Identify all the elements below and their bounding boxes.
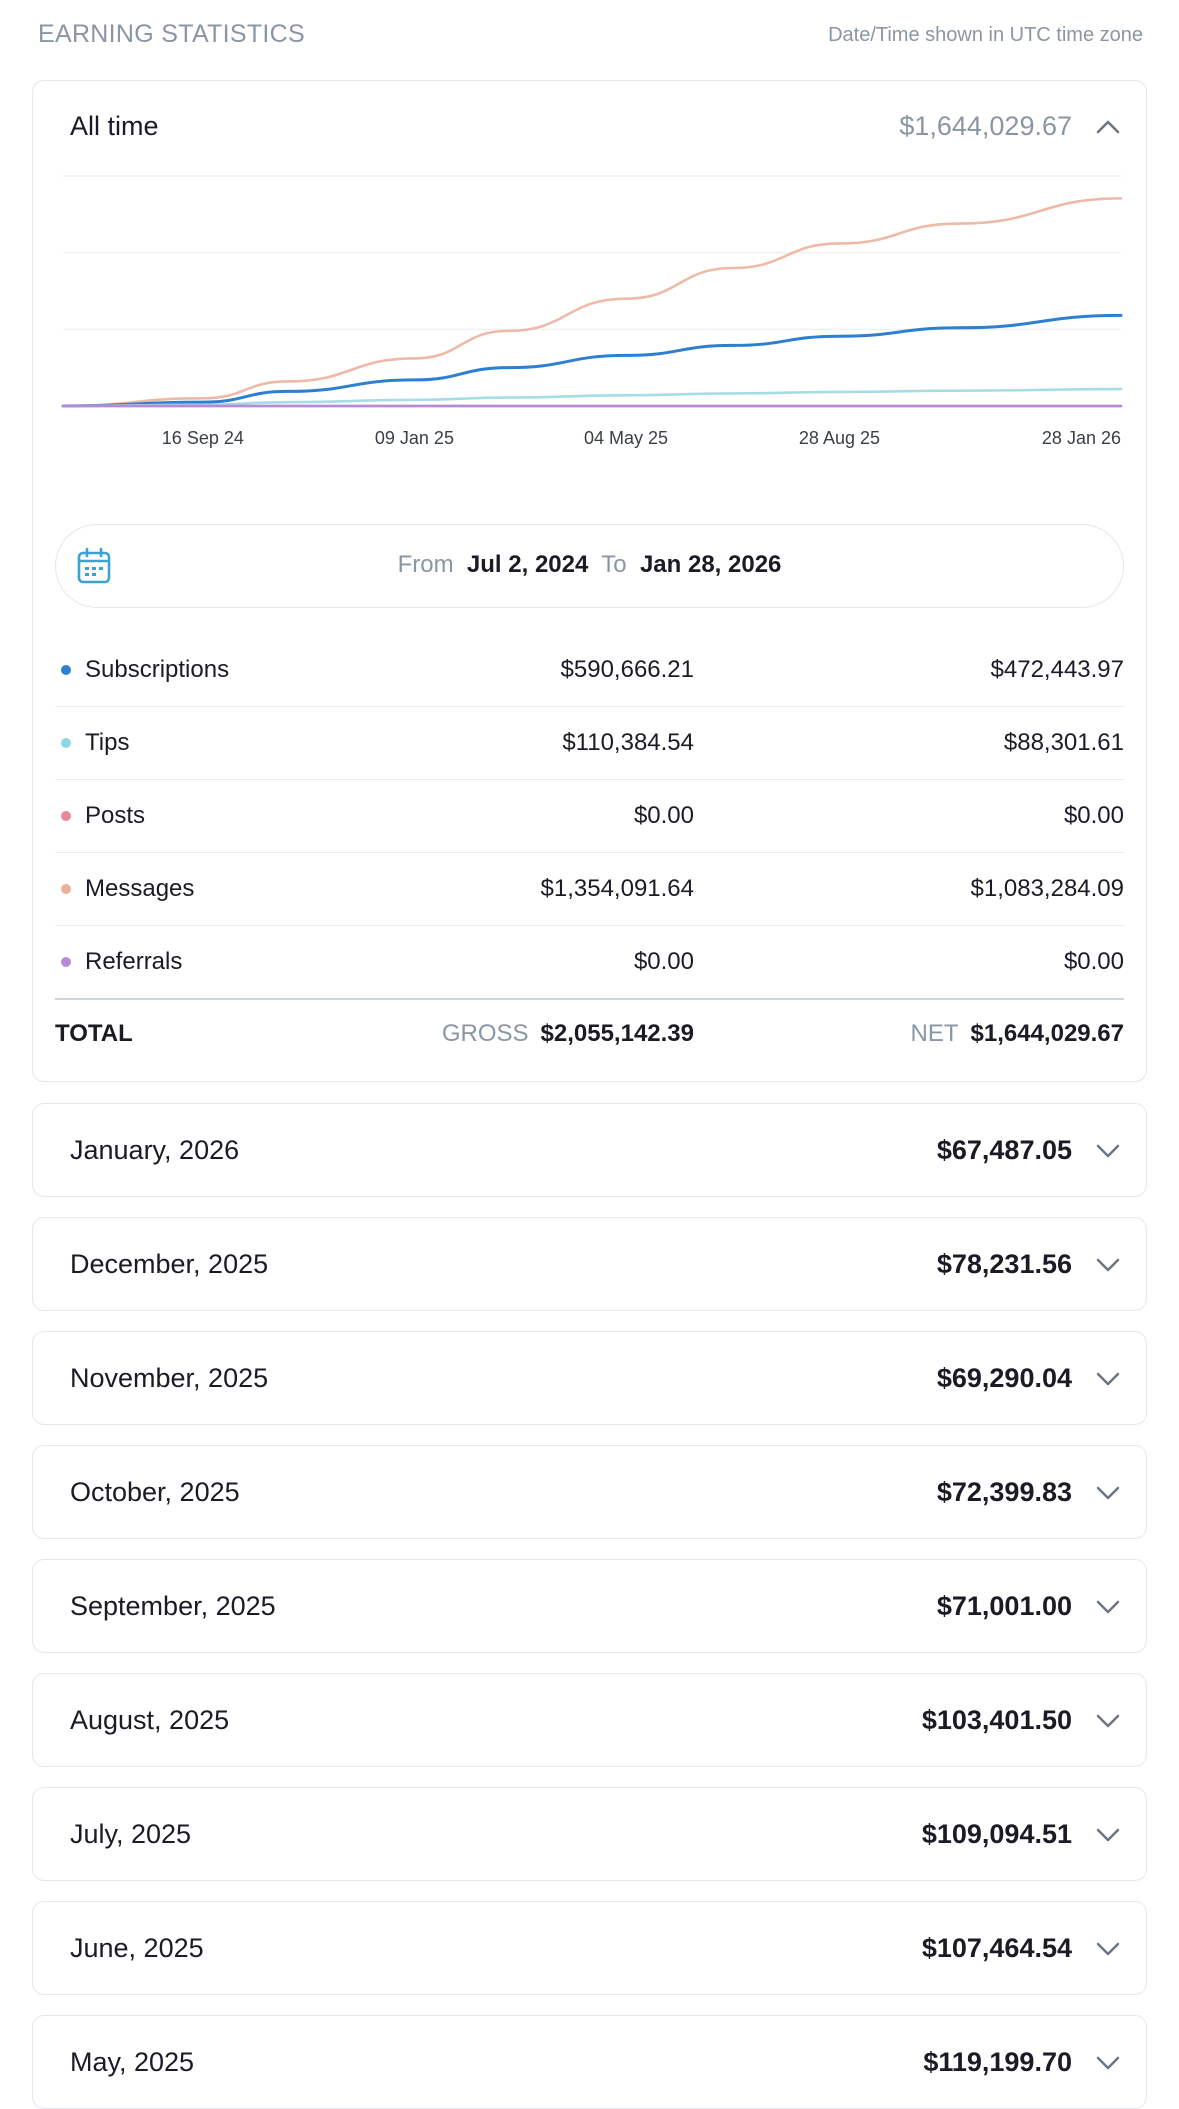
legend-dot [61, 665, 71, 675]
month-card[interactable]: October, 2025 $72,399.83 [32, 1445, 1147, 1539]
row-name: Subscriptions [85, 656, 230, 683]
earnings-breakdown: Subscriptions $590,666.21 $472,443.97 Ti… [55, 634, 1124, 1000]
chevron-up-icon[interactable] [1092, 111, 1124, 143]
breakdown-row-posts: Posts $0.00 $0.00 [55, 780, 1124, 853]
date-range-picker[interactable]: From Jul 2, 2024 To Jan 28, 2026 [55, 524, 1124, 608]
chevron-down-icon[interactable] [1092, 1249, 1124, 1281]
row-gross: $1,354,091.64 [540, 875, 694, 902]
x-tick-label: 28 Aug 25 [799, 428, 880, 448]
from-date[interactable]: Jul 2, 2024 [466, 551, 589, 578]
date-range-text: From Jul 2, 2024 To Jan 28, 2026 [56, 551, 1123, 579]
total-row: TOTAL GROSS $2,055,142.39 NET $1,644,029.6… [55, 1004, 1124, 1064]
chevron-down-icon[interactable] [1092, 1135, 1124, 1167]
month-card[interactable]: July, 2025 $109,094.51 [32, 1787, 1147, 1881]
to-label: To [601, 551, 627, 578]
calendar-icon [77, 547, 111, 584]
net-label: NET [910, 1020, 959, 1047]
month-amount: $78,231.56 [936, 1249, 1072, 1279]
month-card[interactable]: December, 2025 $78,231.56 [32, 1217, 1147, 1311]
series-line-subscriptions [61, 313, 1123, 408]
row-name: Messages [85, 875, 195, 902]
month-amount: $119,199.70 [923, 2047, 1072, 2077]
month-label: July, 2025 [70, 1819, 192, 1849]
breakdown-row-tips: Tips $110,384.54 $88,301.61 [55, 707, 1124, 780]
legend-dot [61, 811, 71, 821]
row-gross: $0.00 [633, 948, 694, 975]
net-value: $1,644,029.67 [970, 1020, 1124, 1047]
gross-label: GROSS [441, 1020, 529, 1047]
month-card[interactable]: June, 2025 $107,464.54 [32, 1901, 1147, 1995]
from-label: From [397, 551, 454, 578]
row-net: $0.00 [1063, 948, 1124, 975]
breakdown-row-messages: Messages $1,354,091.64 $1,083,284.09 [55, 853, 1124, 926]
month-amount: $69,290.04 [936, 1363, 1072, 1393]
month-label: June, 2025 [70, 1933, 204, 1963]
month-label: December, 2025 [70, 1249, 269, 1279]
row-name: Tips [85, 729, 130, 756]
month-amount: $72,399.83 [936, 1477, 1072, 1507]
series-line-messages [61, 197, 1123, 408]
total-gross: GROSS $2,055,142.39 [442, 1020, 694, 1048]
legend-dot [61, 884, 71, 894]
month-amount: $109,094.51 [921, 1819, 1072, 1849]
all-time-amount: $1,644,029.67 [899, 111, 1072, 141]
month-amount: $67,487.05 [936, 1135, 1072, 1165]
x-tick-label: 28 Jan 26 [1042, 428, 1121, 448]
chevron-down-icon[interactable] [1092, 1819, 1124, 1851]
row-net: $88,301.61 [1003, 729, 1124, 756]
x-tick-label: 09 Jan 25 [375, 428, 454, 448]
x-tick-label: 04 May 25 [584, 428, 668, 448]
gross-value: $2,055,142.39 [540, 1020, 694, 1047]
month-card[interactable]: August, 2025 $103,401.50 [32, 1673, 1147, 1767]
row-net: $472,443.97 [990, 656, 1124, 683]
chevron-down-icon[interactable] [1092, 1477, 1124, 1509]
breakdown-row-subscriptions: Subscriptions $590,666.21 $472,443.97 [55, 634, 1124, 707]
x-tick-label: 16 Sep 24 [162, 428, 244, 448]
chevron-down-icon[interactable] [1092, 1933, 1124, 1965]
row-gross: $110,384.54 [562, 729, 694, 756]
earnings-chart: 16 Sep 24 09 Jan 25 04 May 25 28 Aug 25 28 J… [61, 175, 1123, 448]
chevron-down-icon[interactable] [1092, 2047, 1124, 2079]
row-gross: $0.00 [633, 802, 694, 829]
month-label: October, 2025 [70, 1477, 240, 1507]
row-gross: $590,666.21 [560, 656, 694, 683]
month-card[interactable]: May, 2025 $119,199.70 [32, 2015, 1147, 2109]
series-line-tips [61, 387, 1123, 408]
legend-dot [61, 738, 71, 748]
month-label: May, 2025 [70, 2047, 195, 2077]
chevron-down-icon[interactable] [1092, 1705, 1124, 1737]
to-date[interactable]: Jan 28, 2026 [639, 551, 782, 578]
legend-dot [61, 957, 71, 967]
month-card[interactable]: September, 2025 $71,001.00 [32, 1559, 1147, 1653]
chevron-down-icon[interactable] [1092, 1363, 1124, 1395]
row-net: $0.00 [1063, 802, 1124, 829]
breakdown-row-referrals: Referrals $0.00 $0.00 [55, 926, 1124, 1000]
month-amount: $71,001.00 [936, 1591, 1072, 1621]
page-title: EARNING STATISTICS [38, 20, 305, 48]
page-header: EARNING STATISTICS Date/Time shown in UT… [38, 18, 1143, 54]
total-label: TOTAL [55, 1020, 133, 1047]
month-label: August, 2025 [70, 1705, 230, 1735]
month-label: November, 2025 [70, 1363, 269, 1393]
month-label: September, 2025 [70, 1591, 276, 1621]
row-name: Posts [85, 802, 146, 829]
month-amount: $107,464.54 [921, 1933, 1072, 1963]
month-card[interactable]: January, 2026 $67,487.05 [32, 1103, 1147, 1197]
total-net: NET $1,644,029.67 [911, 1020, 1124, 1048]
month-label: January, 2026 [70, 1135, 240, 1165]
timezone-note: Date/Time shown in UTC time zone [828, 24, 1143, 46]
chevron-down-icon[interactable] [1092, 1591, 1124, 1623]
month-card[interactable]: November, 2025 $69,290.04 [32, 1331, 1147, 1425]
row-name: Referrals [85, 948, 183, 975]
row-net: $1,083,284.09 [970, 875, 1124, 902]
month-amount: $103,401.50 [921, 1705, 1072, 1735]
all-time-label: All time [70, 111, 159, 141]
all-time-card: All time $1,644,029.67 16 Sep 24 09 Jan 2… [32, 80, 1147, 1082]
